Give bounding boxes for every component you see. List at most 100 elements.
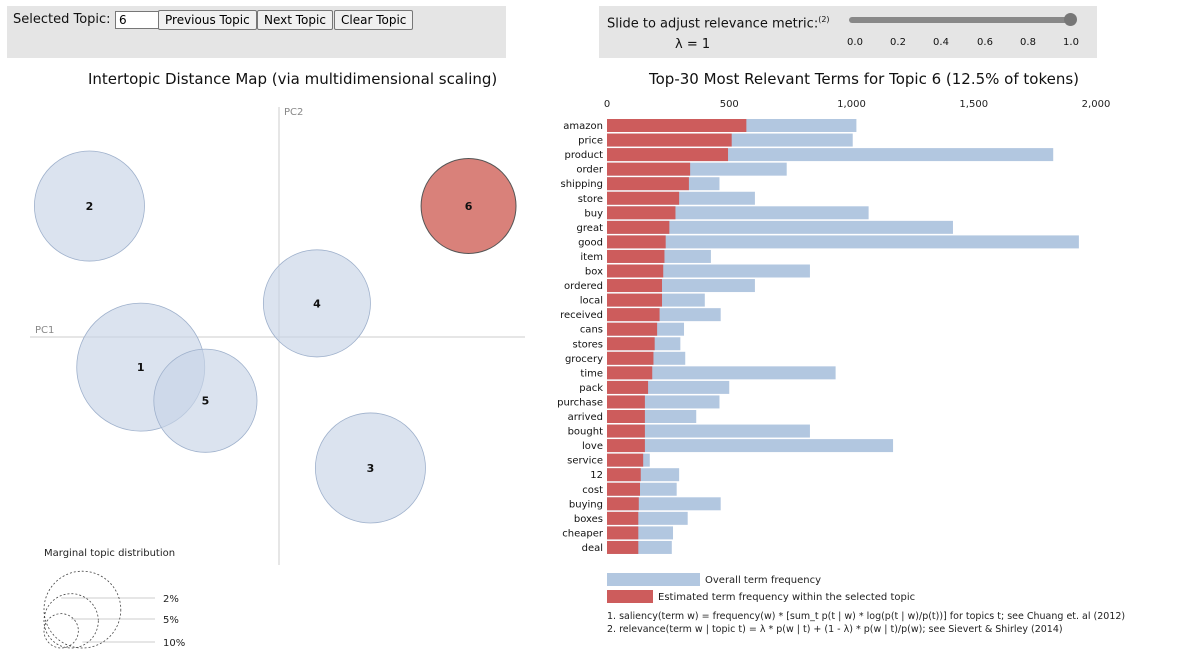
estimated-frequency-bar[interactable] bbox=[607, 220, 670, 234]
estimated-frequency-bar[interactable] bbox=[607, 439, 645, 453]
term-label[interactable]: product bbox=[565, 150, 604, 161]
marginal-legend-title: Marginal topic distribution bbox=[44, 548, 175, 559]
footnote-saliency: 1. saliency(term w) = frequency(w) * [su… bbox=[607, 611, 1125, 622]
estimated-frequency-bar[interactable] bbox=[607, 424, 645, 438]
estimated-frequency-bar[interactable] bbox=[607, 540, 639, 554]
term-label[interactable]: cans bbox=[580, 325, 603, 336]
slider-tick-label: 0.6 bbox=[977, 37, 993, 48]
estimated-frequency-bar[interactable] bbox=[607, 279, 663, 293]
estimated-frequency-bar[interactable] bbox=[607, 293, 663, 307]
overall-frequency-bar[interactable] bbox=[607, 220, 953, 234]
topic-label-3: 3 bbox=[367, 462, 375, 475]
overall-frequency-bar[interactable] bbox=[607, 366, 836, 380]
topic-circle-4[interactable] bbox=[262, 249, 371, 358]
estimated-frequency-bar[interactable] bbox=[607, 511, 639, 525]
term-label[interactable]: love bbox=[582, 441, 603, 452]
overall-frequency-bar[interactable] bbox=[607, 424, 810, 438]
estimated-frequency-bar[interactable] bbox=[607, 380, 649, 394]
topic-label-6: 6 bbox=[465, 200, 473, 213]
term-label[interactable]: good bbox=[578, 237, 603, 248]
estimated-frequency-bar[interactable] bbox=[607, 177, 689, 191]
overall-frequency-bar[interactable] bbox=[607, 439, 894, 453]
estimated-frequency-bar[interactable] bbox=[607, 148, 729, 162]
marginal-legend-label: 2% bbox=[163, 594, 179, 605]
term-label[interactable]: buy bbox=[584, 208, 603, 219]
term-label[interactable]: deal bbox=[582, 543, 603, 554]
estimated-frequency-bar[interactable] bbox=[607, 482, 641, 496]
term-label[interactable]: box bbox=[585, 267, 603, 278]
pc1-axis-label: PC1 bbox=[35, 325, 54, 336]
bar-legend: Overall term frequency Estimated term fr… bbox=[607, 573, 1125, 635]
relevance-slider-thumb[interactable] bbox=[1064, 13, 1077, 26]
term-label[interactable]: great bbox=[577, 223, 604, 234]
bar-chart-title: Top-30 Most Relevant Terms for Topic 6 (… bbox=[649, 70, 1080, 88]
term-label[interactable]: time bbox=[580, 368, 603, 379]
footnote-relevance: 2. relevance(term w | topic t) = λ * p(w… bbox=[607, 624, 1063, 635]
estimated-frequency-bar[interactable] bbox=[607, 119, 747, 132]
topic-selection-panel: Selected Topic: Previous Topic Next Topi… bbox=[7, 6, 506, 58]
marginal-distribution-legend: Marginal topic distribution 2% 5% 10% bbox=[43, 548, 185, 649]
estimated-frequency-bar[interactable] bbox=[607, 351, 654, 365]
term-label[interactable]: item bbox=[580, 252, 603, 263]
term-label[interactable]: arrived bbox=[568, 412, 603, 423]
term-label[interactable]: local bbox=[580, 296, 603, 307]
estimated-frequency-bar[interactable] bbox=[607, 264, 664, 278]
term-label[interactable]: order bbox=[576, 165, 604, 176]
term-label[interactable]: cheaper bbox=[562, 528, 604, 539]
topic-circle-5[interactable] bbox=[153, 348, 258, 453]
term-label[interactable]: shipping bbox=[561, 179, 604, 190]
estimated-frequency-bar[interactable] bbox=[607, 308, 660, 322]
slider-tick-label: 0.2 bbox=[890, 37, 906, 48]
term-label[interactable]: buying bbox=[569, 499, 603, 510]
term-label[interactable]: pack bbox=[579, 383, 603, 394]
estimated-frequency-bar[interactable] bbox=[607, 526, 639, 540]
clear-topic-button[interactable]: Clear Topic bbox=[334, 10, 414, 30]
x-tick-label: 1,000 bbox=[837, 99, 866, 110]
estimated-frequency-bar[interactable] bbox=[607, 453, 644, 467]
estimated-frequency-bar[interactable] bbox=[607, 191, 680, 205]
estimated-frequency-bar[interactable] bbox=[607, 410, 645, 423]
term-label[interactable]: purchase bbox=[557, 397, 603, 408]
topic-label-2: 2 bbox=[86, 200, 94, 213]
term-label[interactable]: service bbox=[567, 456, 603, 467]
estimated-frequency-bar[interactable] bbox=[607, 366, 653, 380]
marginal-circle bbox=[43, 570, 122, 649]
term-label[interactable]: grocery bbox=[565, 354, 603, 365]
slider-tick-label: 0.4 bbox=[933, 37, 949, 48]
term-label[interactable]: store bbox=[578, 194, 603, 205]
term-label[interactable]: ordered bbox=[564, 281, 603, 292]
topic-circle-3[interactable] bbox=[314, 412, 426, 524]
estimated-frequency-bar[interactable] bbox=[607, 249, 665, 263]
selected-topic-input[interactable] bbox=[115, 11, 163, 29]
estimated-frequency-bar[interactable] bbox=[607, 162, 691, 176]
next-topic-button[interactable]: Next Topic bbox=[257, 10, 333, 30]
relevance-slider-track[interactable] bbox=[849, 17, 1071, 23]
term-label[interactable]: boxes bbox=[574, 514, 603, 525]
estimated-frequency-bar[interactable] bbox=[607, 497, 639, 511]
estimated-frequency-bar[interactable] bbox=[607, 322, 658, 336]
estimated-frequency-bar[interactable] bbox=[607, 337, 655, 351]
term-label[interactable]: cost bbox=[582, 485, 603, 496]
estimated-frequency-bar[interactable] bbox=[607, 468, 641, 482]
topic-circle-2[interactable] bbox=[33, 150, 145, 262]
lambda-value: λ = 1 bbox=[675, 37, 711, 52]
estimated-frequency-bar[interactable] bbox=[607, 206, 676, 220]
estimated-frequency-swatch bbox=[607, 590, 653, 603]
pc2-axis-label: PC2 bbox=[284, 107, 303, 118]
x-tick-label: 1,500 bbox=[959, 99, 988, 110]
selected-topic-label: Selected Topic: bbox=[13, 12, 111, 27]
term-label[interactable]: amazon bbox=[563, 121, 603, 132]
estimated-frequency-bar[interactable] bbox=[607, 395, 645, 409]
previous-topic-button[interactable]: Previous Topic bbox=[158, 10, 257, 30]
estimated-frequency-bar[interactable] bbox=[607, 133, 732, 147]
term-label[interactable]: bought bbox=[568, 427, 603, 438]
topic-label-5: 5 bbox=[202, 395, 210, 408]
overall-frequency-bar[interactable] bbox=[607, 235, 1079, 249]
term-bar-chart: 0 500 1,000 1,500 2,000 amazon price product or… bbox=[557, 99, 1110, 554]
term-label[interactable]: 12 bbox=[590, 470, 603, 481]
topic-circle-6[interactable] bbox=[420, 158, 517, 254]
estimated-frequency-bar[interactable] bbox=[607, 235, 666, 249]
term-label[interactable]: received bbox=[560, 310, 603, 321]
term-label[interactable]: stores bbox=[572, 339, 603, 350]
term-label[interactable]: price bbox=[578, 136, 603, 147]
